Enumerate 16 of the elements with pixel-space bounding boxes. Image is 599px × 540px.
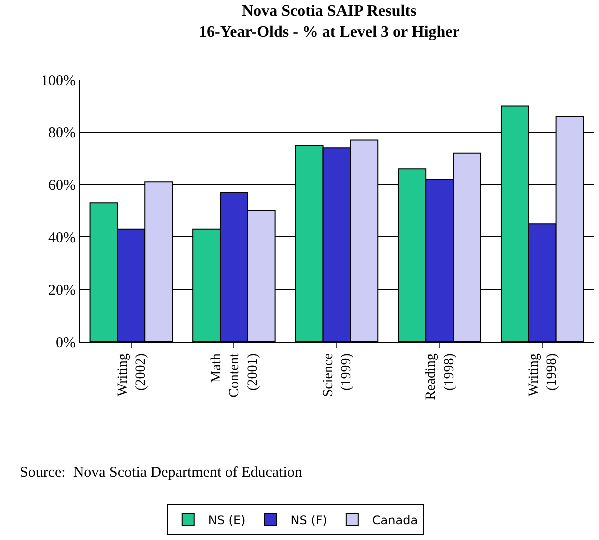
y-tick-label: 0% <box>56 335 76 352</box>
x-tick-label: Writing (2002) <box>116 353 150 397</box>
source-note: Source: Nova Scotia Department of Education <box>20 465 303 481</box>
x-tick-label: Math Content (2001) <box>210 353 261 398</box>
x-tick-label: Science (1999) <box>321 353 355 398</box>
legend-label: NS (E) <box>208 514 246 528</box>
legend-label: NS (F) <box>290 514 328 528</box>
y-tick-label: 80% <box>48 126 76 142</box>
x-tick-label: Reading (1998) <box>424 353 458 400</box>
chart-title: Nova Scotia SAIP Results 16-Year-Olds - % at Level 3 or Higher <box>199 3 460 41</box>
y-tick-label: 20% <box>48 282 76 299</box>
y-tick-label: 40% <box>48 230 76 246</box>
legend-label: Canada <box>372 514 418 528</box>
y-tick-label: 60% <box>48 178 76 194</box>
x-tick-label: Writing (1998) <box>527 353 560 397</box>
y-tick-label: 100% <box>41 73 76 90</box>
